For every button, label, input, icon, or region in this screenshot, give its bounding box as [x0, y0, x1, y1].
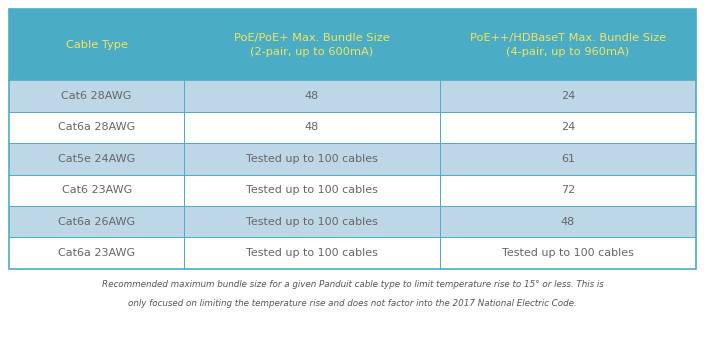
Text: Cat6 23AWG: Cat6 23AWG — [61, 185, 132, 195]
Bar — [184, 9, 440, 80]
Text: Cat6a 26AWG: Cat6a 26AWG — [58, 217, 135, 227]
Text: Cat6a 23AWG: Cat6a 23AWG — [58, 248, 135, 258]
Bar — [184, 206, 440, 237]
Text: Tested up to 100 cables: Tested up to 100 cables — [502, 248, 634, 258]
Text: Tested up to 100 cables: Tested up to 100 cables — [246, 248, 378, 258]
Bar — [9, 80, 184, 112]
Bar — [184, 112, 440, 143]
Text: Cat5e 24AWG: Cat5e 24AWG — [58, 154, 135, 164]
Text: PoE/PoE+ Max. Bundle Size
(2-pair, up to 600mA): PoE/PoE+ Max. Bundle Size (2-pair, up to… — [234, 32, 390, 57]
Bar — [9, 206, 184, 237]
Text: Cat6 28AWG: Cat6 28AWG — [61, 91, 132, 101]
Bar — [440, 206, 696, 237]
Bar — [184, 80, 440, 112]
Text: Cat6a 28AWG: Cat6a 28AWG — [58, 122, 135, 132]
Text: Tested up to 100 cables: Tested up to 100 cables — [246, 185, 378, 195]
Text: 48: 48 — [560, 217, 575, 227]
Bar — [184, 237, 440, 269]
Text: only focused on limiting the temperature rise and does not factor into the 2017 : only focused on limiting the temperature… — [128, 299, 577, 308]
Bar — [9, 175, 184, 206]
Bar — [184, 143, 440, 175]
Bar — [440, 143, 696, 175]
Text: Cable Type: Cable Type — [66, 40, 128, 50]
Text: 24: 24 — [560, 122, 575, 132]
Bar — [9, 9, 184, 80]
Text: 48: 48 — [305, 91, 319, 101]
Text: Tested up to 100 cables: Tested up to 100 cables — [246, 154, 378, 164]
Bar — [440, 112, 696, 143]
Bar — [9, 112, 184, 143]
Text: Recommended maximum bundle size for a given Panduit cable type to limit temperat: Recommended maximum bundle size for a gi… — [102, 280, 603, 288]
Bar — [440, 237, 696, 269]
Text: PoE++/HDBaseT Max. Bundle Size
(4-pair, up to 960mA): PoE++/HDBaseT Max. Bundle Size (4-pair, … — [470, 32, 666, 57]
Bar — [9, 143, 184, 175]
Bar — [440, 80, 696, 112]
Bar — [9, 237, 184, 269]
Bar — [440, 175, 696, 206]
Bar — [184, 175, 440, 206]
Text: 48: 48 — [305, 122, 319, 132]
Bar — [440, 9, 696, 80]
Text: 72: 72 — [560, 185, 575, 195]
Bar — [9, 9, 696, 269]
Text: 61: 61 — [561, 154, 575, 164]
Text: 24: 24 — [560, 91, 575, 101]
Text: Tested up to 100 cables: Tested up to 100 cables — [246, 217, 378, 227]
